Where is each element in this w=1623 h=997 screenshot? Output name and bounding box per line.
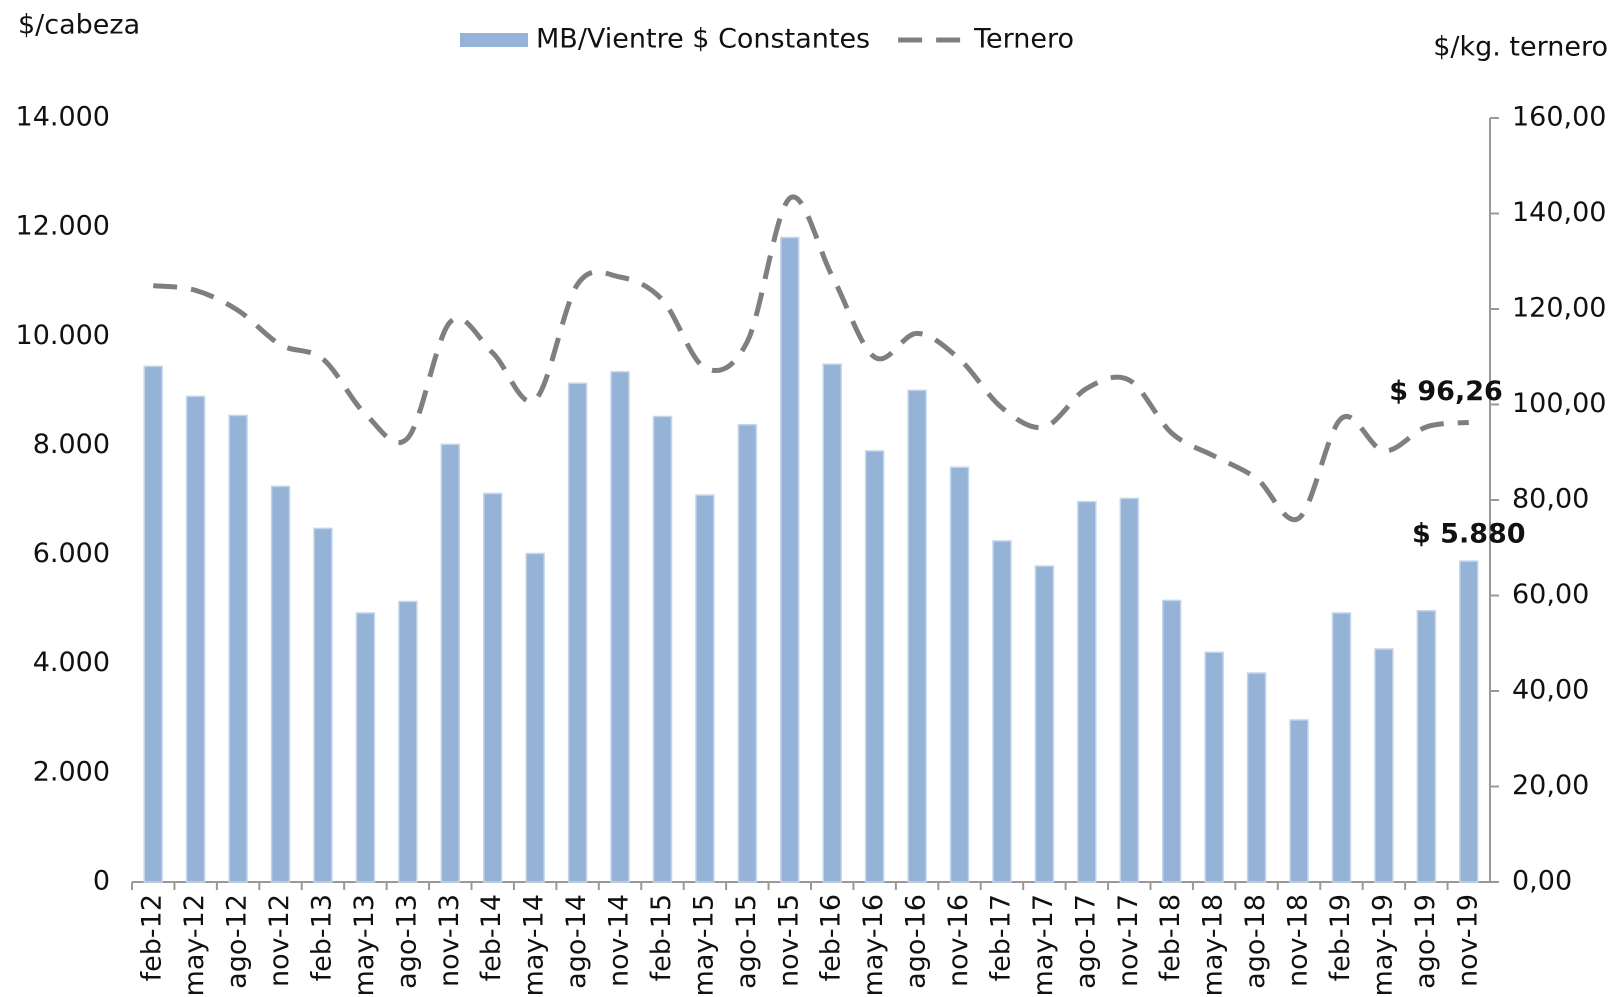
bar: [1077, 500, 1097, 883]
y2-tick-label: 40,00: [1512, 675, 1589, 706]
bar: [143, 365, 163, 883]
y2-tick-label: 140,00: [1512, 197, 1606, 228]
bar: [652, 415, 673, 883]
y-tick-label: 2.000: [33, 756, 110, 787]
y-axis-label: $/cabeza: [18, 10, 140, 41]
bar: [992, 540, 1012, 883]
x-tick-label: may-15: [688, 894, 719, 996]
x-tick-label: ago-17: [1070, 894, 1101, 989]
bar: [1416, 610, 1437, 883]
bar: [313, 527, 333, 883]
bar: [398, 600, 418, 883]
bar: [780, 236, 800, 883]
bar: [1331, 612, 1352, 883]
x-tick-label: feb-19: [1325, 894, 1356, 981]
x-tick-label: nov-13: [434, 894, 465, 987]
x-tick-label: ago-14: [561, 894, 592, 989]
bar: [1289, 719, 1309, 883]
bar: [695, 494, 715, 883]
x-tick-label: may-18: [1198, 894, 1229, 996]
x-tick-label: nov-14: [604, 894, 635, 987]
y2-tick-label: 120,00: [1512, 293, 1606, 324]
x-tick-label: feb-14: [476, 894, 507, 981]
y-tick-label: 12.000: [16, 211, 110, 242]
x-tick-label: ago-15: [731, 894, 762, 989]
y2-tick-label: 80,00: [1512, 484, 1589, 515]
x-tick-label: nov-18: [1283, 894, 1314, 987]
y2-tick-label: 60,00: [1512, 579, 1589, 610]
bar: [1034, 565, 1055, 883]
y2-tick-label: 20,00: [1512, 770, 1589, 801]
x-tick-label: feb-18: [1155, 894, 1186, 981]
bar: [1246, 672, 1267, 883]
bar: [567, 382, 588, 883]
bar: [482, 492, 503, 883]
x-tick-label: ago-18: [1240, 894, 1271, 989]
x-tick-label: ago-13: [391, 894, 422, 989]
x-tick-label: may-19: [1367, 894, 1398, 996]
x-tick-label: feb-17: [985, 894, 1016, 981]
bar: [1119, 497, 1140, 883]
y-tick-label: 0: [93, 866, 110, 897]
legend-label: Ternero: [973, 24, 1074, 55]
bar: [440, 443, 461, 883]
x-tick-label: feb-13: [306, 894, 337, 981]
bar: [1204, 651, 1224, 883]
x-tick-label: may-17: [1028, 894, 1059, 996]
x-tick-label: ago-16: [901, 894, 932, 989]
bar: [1459, 560, 1479, 883]
y2-axis-label: $/kg. ternero: [1433, 32, 1608, 63]
y-tick-label: 8.000: [33, 429, 110, 460]
bar: [737, 423, 758, 883]
line: [152, 194, 1470, 523]
x-tick-label: feb-16: [816, 894, 847, 981]
bar: [185, 395, 206, 883]
x-tick-label: nov-12: [264, 894, 295, 987]
x-tick-label: may-12: [179, 894, 210, 996]
bar: [610, 371, 630, 883]
y-tick-label: 10.000: [16, 320, 110, 351]
bar: [864, 450, 885, 883]
bar: [1161, 599, 1182, 883]
data-label: $ 96,26: [1389, 376, 1503, 407]
x-tick-label: nov-17: [1113, 894, 1144, 987]
y2-tick-label: 160,00: [1512, 102, 1606, 133]
bar: [949, 466, 970, 883]
y-tick-label: 4.000: [33, 647, 110, 678]
data-label: $ 5.880: [1412, 519, 1526, 550]
x-tick-label: may-13: [349, 894, 380, 996]
bar: [907, 389, 927, 883]
y2-tick-label: 0,00: [1512, 866, 1572, 897]
y2-tick-label: 100,00: [1512, 388, 1606, 419]
bar: [525, 552, 545, 883]
bar: [1374, 648, 1394, 883]
x-tick-label: may-16: [858, 894, 889, 996]
x-tick-label: nov-15: [773, 894, 804, 987]
bar: [270, 485, 291, 883]
y-tick-label: 14.000: [16, 102, 110, 133]
legend-swatch: [460, 33, 528, 47]
bar: [355, 612, 376, 883]
x-tick-label: ago-12: [222, 894, 253, 989]
x-tick-label: feb-12: [137, 894, 168, 981]
bar: [228, 414, 248, 883]
legend-label: MB/Vientre $ Constantes: [536, 24, 870, 55]
x-tick-label: feb-15: [646, 894, 677, 981]
bar: [822, 363, 842, 883]
x-tick-label: may-14: [519, 894, 550, 996]
y-tick-label: 6.000: [33, 538, 110, 569]
x-tick-label: nov-16: [943, 894, 974, 987]
x-tick-label: ago-19: [1410, 894, 1441, 989]
x-tick-label: nov-19: [1452, 894, 1483, 987]
